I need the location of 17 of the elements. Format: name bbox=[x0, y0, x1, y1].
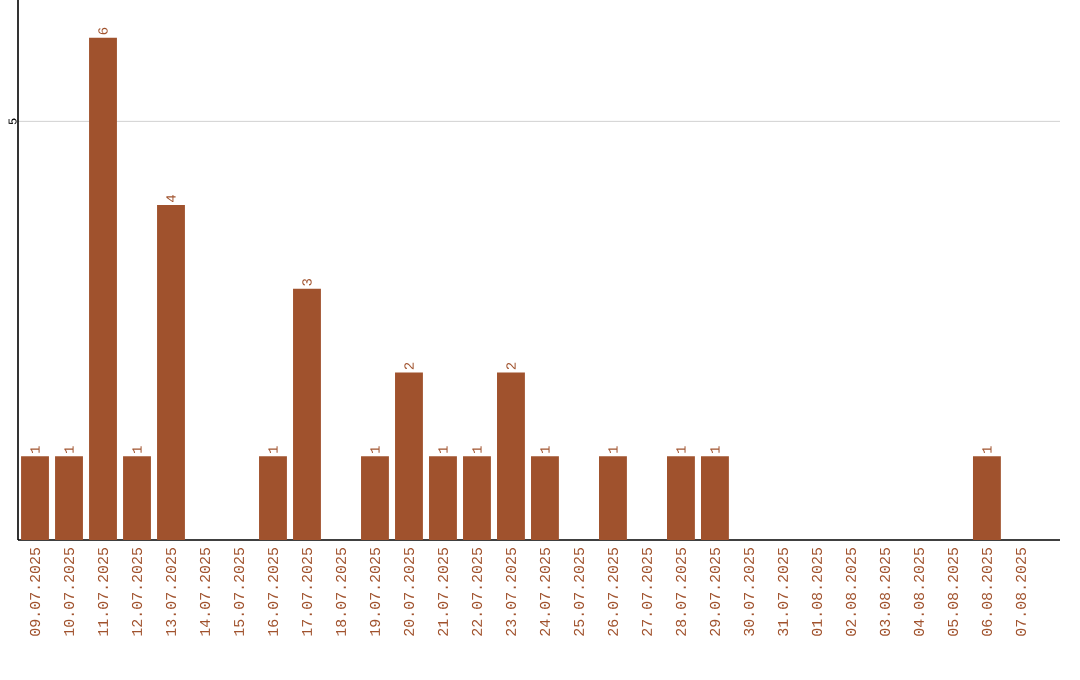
bar bbox=[21, 456, 49, 540]
bar bbox=[463, 456, 491, 540]
bar bbox=[599, 456, 627, 540]
bar bbox=[667, 456, 695, 540]
bar bbox=[89, 37, 117, 540]
bar bbox=[157, 205, 185, 540]
bar bbox=[497, 372, 525, 540]
bar bbox=[123, 456, 151, 540]
bar bbox=[395, 372, 423, 540]
bar bbox=[531, 456, 559, 540]
bar bbox=[55, 456, 83, 540]
bar bbox=[361, 456, 389, 540]
bar bbox=[293, 288, 321, 540]
bar bbox=[701, 456, 729, 540]
bar bbox=[259, 456, 287, 540]
bar bbox=[429, 456, 457, 540]
bar bbox=[972, 456, 1001, 540]
